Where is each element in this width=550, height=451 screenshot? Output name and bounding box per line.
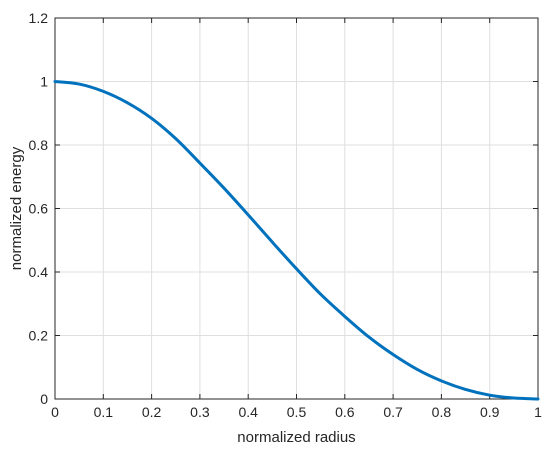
x-tick-label: 0.3: [190, 404, 210, 420]
x-axis-label: normalized radius: [237, 429, 355, 446]
y-tick-label: 1.2: [29, 10, 49, 26]
y-tick-label: 0.2: [29, 328, 49, 344]
x-tick-label: 0.2: [142, 404, 162, 420]
y-tick-label: 0: [40, 391, 48, 407]
series-line: [53, 80, 540, 401]
x-tick-label: 0.9: [480, 404, 500, 420]
x-tick-label: 1: [534, 404, 542, 420]
x-tick-label: 0.7: [383, 404, 403, 420]
x-tick-label: 0.5: [287, 404, 307, 420]
x-tick-label: 0.1: [94, 404, 114, 420]
x-tick-label: 0.6: [335, 404, 355, 420]
x-tick-label: 0: [51, 404, 59, 420]
x-tick-label: 0.8: [432, 404, 452, 420]
y-tick-label: 0.8: [29, 137, 49, 153]
y-tick-label: 0.4: [29, 264, 49, 280]
y-tick-label: 1: [40, 74, 48, 90]
y-axis-label: normalized energy: [8, 146, 25, 270]
series-group: [53, 80, 540, 401]
ticks: 0 0.1 0.2 0.3 0.4 0.5 0.6 0.7 0.8 0.9 1 0 0.2 0.4 0.6 0…: [29, 10, 543, 420]
y-tick-label: 0.6: [29, 201, 49, 217]
x-tick-label: 0.4: [238, 404, 258, 420]
